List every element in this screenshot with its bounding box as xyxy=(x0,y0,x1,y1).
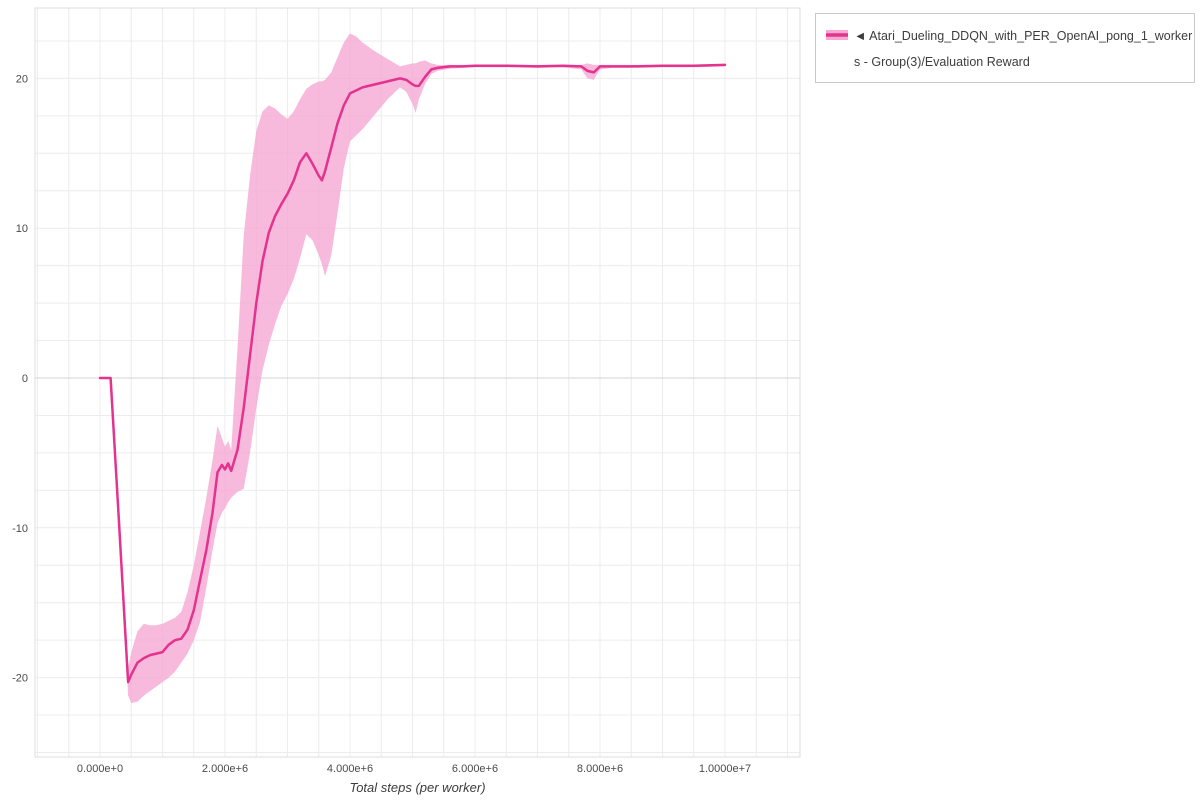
plot-border xyxy=(34,7,801,758)
gridlines xyxy=(35,8,800,757)
y-tick-label: -10 xyxy=(12,523,28,535)
y-tick-label: 0 xyxy=(22,373,28,385)
x-tick-label: 4.000e+6 xyxy=(327,763,373,775)
x-tick-label: 8.000e+6 xyxy=(577,763,623,775)
x-tick-label: 6.000e+6 xyxy=(452,763,498,775)
legend-label-line2: s - Group(3)/Evaluation Reward xyxy=(854,55,1030,69)
x-tick-label: 1.0000e+7 xyxy=(699,763,751,775)
x-tick-label: 2.000e+6 xyxy=(202,763,248,775)
x-tick-label: 0.000e+0 xyxy=(77,763,123,775)
y-tick-label: -20 xyxy=(12,673,28,685)
reward-line xyxy=(98,63,727,684)
y-tick-label: 10 xyxy=(16,223,28,235)
x-axis-title: Total steps (per worker) xyxy=(349,780,486,795)
legend-line-swatch-icon xyxy=(826,30,848,40)
legend-entry-label: ◄ Atari_Dueling_DDQN_with_PER_OpenAI_pon… xyxy=(854,23,1192,75)
y-tick-label: 20 xyxy=(16,73,28,85)
confidence-band xyxy=(100,33,725,704)
legend[interactable]: ◄ Atari_Dueling_DDQN_with_PER_OpenAI_pon… xyxy=(815,13,1195,83)
legend-label-line1: ◄ Atari_Dueling_DDQN_with_PER_OpenAI_pon… xyxy=(854,29,1193,43)
